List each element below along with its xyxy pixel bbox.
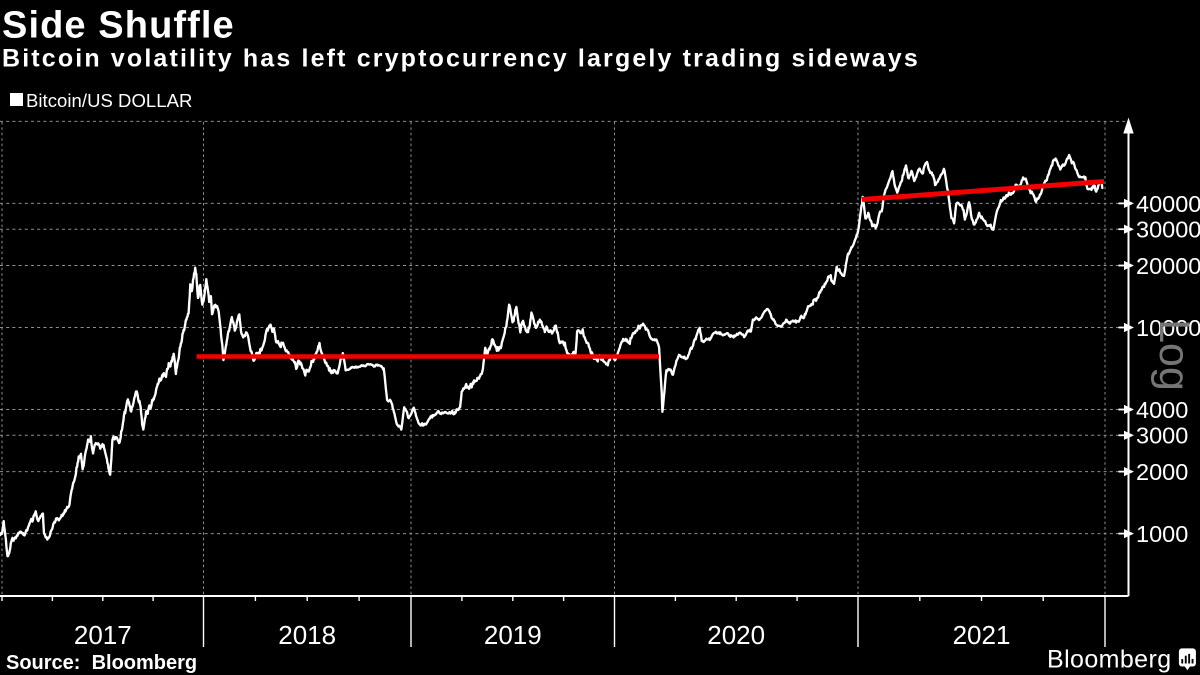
svg-text:2021: 2021 [953, 620, 1011, 650]
svg-text:2019: 2019 [484, 620, 542, 650]
svg-text:Log: Log [1150, 319, 1198, 391]
svg-text:Source: Bloomberg: Source: Bloomberg [6, 652, 197, 674]
svg-text:2017: 2017 [74, 620, 132, 650]
svg-text:2000: 2000 [1136, 459, 1188, 485]
svg-text:2020: 2020 [707, 620, 765, 650]
svg-text:Bitcoin/US DOLLAR: Bitcoin/US DOLLAR [26, 90, 192, 111]
svg-text:Bloomberg: Bloomberg [1047, 646, 1172, 674]
svg-text:Bitcoin volatility has left cr: Bitcoin volatility has left cryptocurren… [2, 45, 920, 73]
svg-text:10000: 10000 [1136, 315, 1200, 341]
svg-text:30000: 30000 [1136, 217, 1200, 243]
svg-text:Side Shuffle: Side Shuffle [2, 5, 235, 47]
svg-text:20000: 20000 [1136, 253, 1200, 279]
svg-text:2018: 2018 [278, 620, 336, 650]
svg-text:3000: 3000 [1136, 423, 1188, 449]
svg-text:4000: 4000 [1136, 397, 1188, 423]
svg-text:40000: 40000 [1136, 191, 1200, 217]
svg-text:1000: 1000 [1136, 521, 1188, 547]
